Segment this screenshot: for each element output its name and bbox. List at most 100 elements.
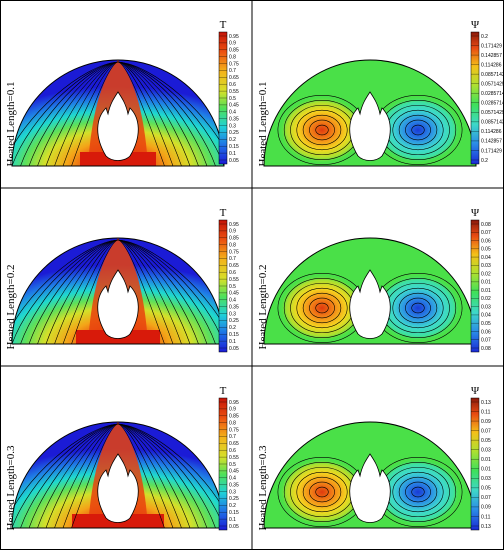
isotherm-line: [117, 239, 216, 344]
legend-tick-label: 0.6: [229, 82, 236, 88]
streamline: [411, 124, 425, 136]
panel-temperature-2: Heated Length=0.2T0.950.90.850.80.750.70…: [5, 207, 239, 353]
legend-tick-label: 0.02: [481, 296, 491, 302]
isotherm-lines: [12, 239, 224, 344]
panel-temperature-1: Heated Length=0.1T0.950.90.850.80.750.70…: [5, 19, 239, 167]
isotherm-lines: [12, 61, 224, 166]
legend-tick-label: 0.114286: [481, 129, 502, 135]
streamline: [411, 486, 425, 498]
isotherm-line: [117, 423, 224, 528]
isotherm-line: [20, 61, 119, 166]
isotherm-line: [45, 61, 119, 166]
streamline: [296, 109, 348, 151]
legend-tick-label: 0.171429: [481, 148, 502, 154]
legend-tick-label: 0.03: [481, 447, 491, 453]
streamline: [315, 486, 329, 498]
legend-tick-label: 0.142857: [481, 53, 502, 59]
streamline: [398, 292, 438, 324]
colorbar-legend: Ψ0.20.1714290.1428570.1142860.08571430.0…: [470, 19, 504, 165]
legend-tick-label: 0.6: [229, 448, 236, 454]
isotherm-line: [117, 239, 165, 344]
legend-tick-label: 0.05: [481, 438, 491, 444]
legend-tick-label: 0.5: [229, 462, 236, 468]
legend-tick-label: 0.05: [229, 524, 239, 530]
legend-tick-label: 0.2: [229, 325, 236, 331]
legend-tick-label: 0.1: [229, 517, 236, 523]
legend-tick-label: 0.05: [481, 321, 491, 327]
legend-tick-label: 0.8: [229, 420, 236, 426]
isotherm-line: [117, 239, 224, 344]
legend-title: Ψ: [471, 207, 480, 219]
legend-tick-label: 0.8: [229, 242, 236, 248]
legend-tick-label: 0.02: [481, 271, 491, 277]
counterclockwise-cell: [376, 459, 460, 525]
isotherm-line: [117, 61, 165, 166]
legend-tick-label: 0.1: [229, 151, 236, 157]
streamline: [392, 287, 444, 329]
isotherm-line: [71, 61, 119, 166]
legend-tick-label: 0.85: [229, 414, 239, 420]
legend-tick-label: 0.11: [481, 409, 491, 415]
legend-tick-label: 0.04: [481, 313, 491, 319]
legend-tick-label: 0.04: [481, 255, 491, 261]
isotherm-line: [71, 239, 119, 344]
clockwise-cell: [280, 459, 364, 525]
legend-tick-label: 0.06: [481, 329, 491, 335]
streamline: [405, 481, 431, 503]
legend-tick-label: 0.35: [229, 116, 239, 122]
heated-obstacle: [97, 91, 139, 161]
legend-tick-label: 0.45: [229, 469, 239, 475]
enclosure-outline: [11, 421, 225, 529]
legend-tick-label: 0.65: [229, 263, 239, 269]
legend-tick-label: 0.05: [229, 346, 239, 352]
legend-tick-label: 0.15: [229, 510, 239, 516]
legend-tick-label: 0.0285714: [481, 101, 504, 107]
heated-obstacle: [349, 453, 391, 523]
legend-tick-label: 0.9: [229, 407, 236, 413]
legend-title: T: [220, 207, 227, 219]
legend-tick-label: 0.55: [229, 455, 239, 461]
isotherm-line: [28, 239, 119, 344]
heated-obstacle: [349, 269, 391, 339]
isotherm-line: [62, 61, 119, 166]
heated-obstacle: [97, 269, 139, 339]
legend-tick-label: 0.9: [229, 41, 236, 47]
legend-tick-label: 0.5: [229, 284, 236, 290]
streamline: [302, 114, 342, 146]
legend-tick-label: 0.45: [229, 291, 239, 297]
legend-title: Ψ: [471, 385, 480, 397]
heated-obstacle: [97, 453, 139, 523]
panel-streamfunction-2: Heated Length=0.2Ψ0.080.070.060.050.040.…: [257, 207, 491, 353]
colorbar-legend: Ψ0.080.070.060.050.040.030.020.010.010.0…: [470, 207, 491, 353]
legend-tick-label: 0.13: [481, 524, 491, 530]
isotherm-line: [12, 423, 119, 528]
streamline: [302, 476, 342, 508]
isotherm-line: [28, 423, 119, 528]
isotherm-line: [12, 423, 119, 528]
legend-title: T: [220, 19, 227, 31]
panels-layer: Heated Length=0.1T0.950.90.850.80.750.70…: [5, 19, 504, 531]
legend-tick-label: 0.95: [229, 222, 239, 228]
legend-tick-label: 0.8: [229, 54, 236, 60]
streamline: [309, 481, 335, 503]
isotherm-line: [117, 61, 191, 166]
isotherm-line: [117, 61, 216, 166]
legend-tick-label: 0.25: [229, 130, 239, 136]
legend-tick-label: 0.15: [229, 332, 239, 338]
streamline: [296, 471, 348, 513]
isotherm-line: [117, 239, 191, 344]
legend-tick-label: 0.75: [229, 249, 239, 255]
streamline: [296, 287, 348, 329]
legend-tick-label: 0.09: [481, 505, 491, 511]
isotherm-line: [117, 423, 191, 528]
legend-tick-label: 0.45: [229, 103, 239, 109]
streamline: [315, 302, 329, 314]
legend-tick-label: 0.01: [481, 467, 491, 473]
isotherm-line: [54, 239, 119, 344]
legend-tick-label: 0.35: [229, 482, 239, 488]
colorbar: [470, 397, 480, 531]
isotherm-line: [117, 239, 208, 344]
legend-tick-label: 0.01: [481, 457, 491, 463]
panel-streamfunction-1: Heated Length=0.1Ψ0.20.1714290.1428570.1…: [257, 19, 504, 167]
legend-tick-label: 0.07: [481, 338, 491, 344]
